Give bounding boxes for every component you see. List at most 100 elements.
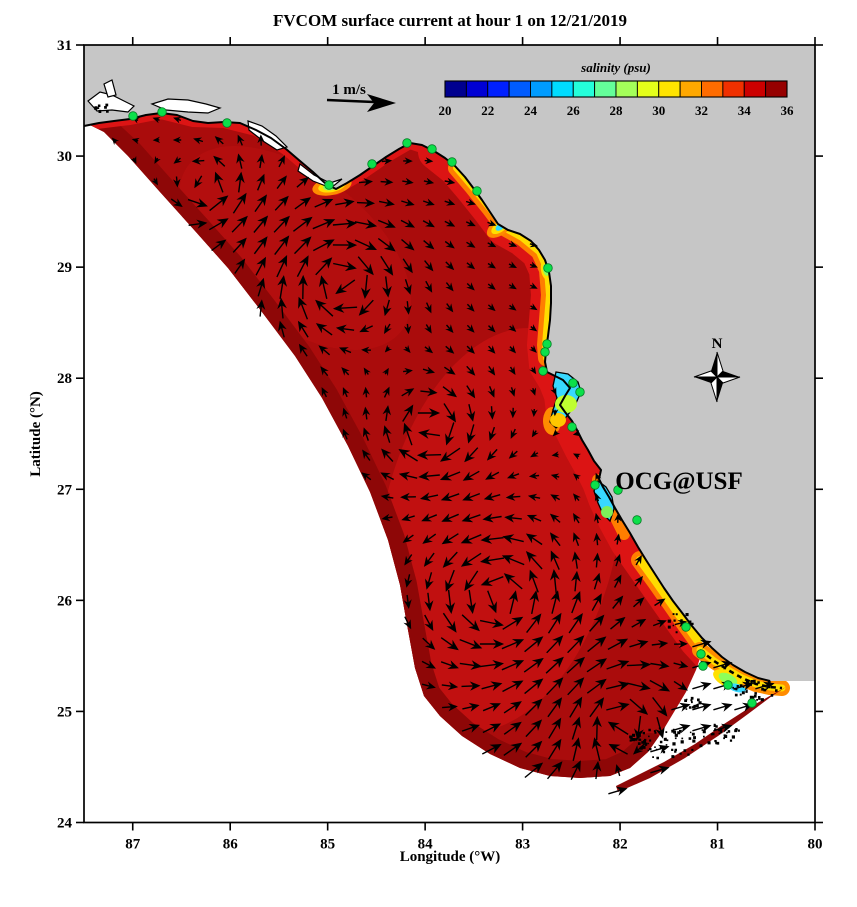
y-tick-label: 30: [57, 149, 72, 165]
axes: 87 86 85 84 83 82 81 80 31 30 29 28 27 26 25 24: [57, 37, 823, 853]
x-axis-label: Longitude (°W): [400, 849, 501, 865]
y-tick-label: 27: [57, 482, 73, 498]
inland-bay: [103, 79, 117, 98]
colorbar-segment: [508, 80, 531, 98]
colorbar-border: [444, 80, 788, 98]
station-dot: [402, 138, 412, 148]
colorbar-segment: [679, 80, 702, 98]
colorbar-segment: [765, 80, 788, 98]
compass-s-dark: [717, 377, 723, 402]
credit-label: OCG@USF: [615, 468, 742, 495]
station-dot: [590, 480, 600, 490]
station-dot: [447, 157, 457, 167]
compass-w-dark: [694, 377, 717, 383]
y-tick-label: 29: [57, 260, 72, 276]
scale-arrow-label: 1 m/s: [332, 82, 366, 98]
x-tick-label: 86: [223, 837, 239, 853]
station-dot: [128, 111, 138, 121]
colorbar-segment: [722, 80, 745, 98]
x-tick-label: 84: [418, 837, 434, 853]
colorbar-segment: [551, 80, 574, 98]
station-dot: [427, 144, 437, 154]
figure-title: FVCOM surface current at hour 1 on 12/21…: [273, 11, 627, 30]
station-dot: [324, 180, 334, 190]
colorbar-tick-label: 20: [439, 103, 452, 118]
station-dot: [698, 661, 708, 671]
station-dot: [222, 118, 232, 128]
estuary-bay-shade: [550, 413, 566, 427]
colorbar-segment: [530, 80, 553, 98]
station-dot: [542, 339, 552, 349]
y-tick-label: 31: [57, 38, 72, 54]
station-dot: [367, 159, 377, 169]
y-tick-label: 28: [57, 371, 72, 387]
station-dots: [128, 107, 757, 708]
colorbar-title: salinity (psu): [580, 60, 651, 75]
station-dot: [157, 107, 167, 117]
y-axis-label: Latitude (°N): [28, 391, 44, 477]
station-dot: [540, 347, 550, 357]
x-tick-label: 83: [515, 837, 530, 853]
colorbar-segment: [594, 80, 617, 98]
station-dot: [681, 622, 691, 632]
colorbar-segment: [701, 80, 724, 98]
colorbar-tick-label: 26: [567, 103, 581, 118]
colorbar-segment: [658, 80, 681, 98]
arrow-heads: [111, 117, 775, 796]
station-dot: [632, 515, 642, 525]
scale-arrow: 1 m/s: [326, 82, 396, 112]
coastline-stroke: [83, 112, 771, 682]
x-tick-label: 82: [613, 837, 628, 853]
scale-arrow-head: [367, 94, 396, 112]
x-tick-label: 85: [320, 837, 335, 853]
station-dot: [613, 485, 623, 495]
colorbar-tick-label: 34: [738, 103, 752, 118]
north-label: N: [712, 336, 723, 352]
colorbar-segment: [743, 80, 767, 98]
x-tick-label: 87: [125, 837, 141, 853]
scale-arrow-shaft: [326, 98, 375, 104]
station-dot: [538, 366, 548, 376]
compass-rose: N: [693, 336, 741, 403]
colorbar-segment: [465, 80, 489, 98]
station-dot: [747, 698, 757, 708]
compass-w-light: [693, 370, 719, 378]
colorbar-tick-label: 28: [610, 103, 624, 118]
colorbar: 20 22 24 26 28 30 32 34 36: [439, 80, 795, 118]
compass-n-dark: [711, 352, 717, 377]
station-dot: [567, 422, 577, 432]
estuary-bay-shade: [601, 506, 613, 518]
inland-bay: [150, 98, 222, 114]
y-tick-label: 25: [57, 704, 72, 720]
florida-land: [84, 45, 815, 681]
salinity-band: [84, 113, 667, 778]
x-tick-label: 80: [808, 837, 823, 853]
colorbar-segment: [615, 80, 638, 98]
y-tick-label: 26: [57, 593, 73, 609]
station-dot: [696, 649, 706, 659]
colorbar-tick-label: 36: [781, 103, 795, 118]
station-dot: [723, 680, 733, 690]
colorbar-segment: [636, 80, 660, 98]
x-tick-label: 81: [710, 837, 725, 853]
colorbar-tick-label: 30: [652, 103, 665, 118]
station-dot: [575, 387, 585, 397]
colorbar-tick-label: 24: [524, 103, 538, 118]
colorbar-tick-label: 22: [481, 103, 494, 118]
colorbar-segment: [572, 80, 596, 98]
station-dot: [543, 263, 553, 273]
compass-e-dark: [717, 371, 740, 377]
plot-border: [83, 44, 816, 824]
colorbar-tick-label: 32: [695, 103, 708, 118]
salinity-patch: [179, 146, 411, 350]
salinity-band: [636, 556, 702, 690]
colorbar-segment: [444, 80, 467, 98]
coastline: [83, 112, 783, 690]
station-dot: [472, 186, 482, 196]
y-tick-label: 24: [57, 816, 73, 832]
outer-bank-arc: [616, 687, 786, 792]
colorbar-segment: [487, 80, 510, 98]
station-dot: [568, 378, 578, 388]
